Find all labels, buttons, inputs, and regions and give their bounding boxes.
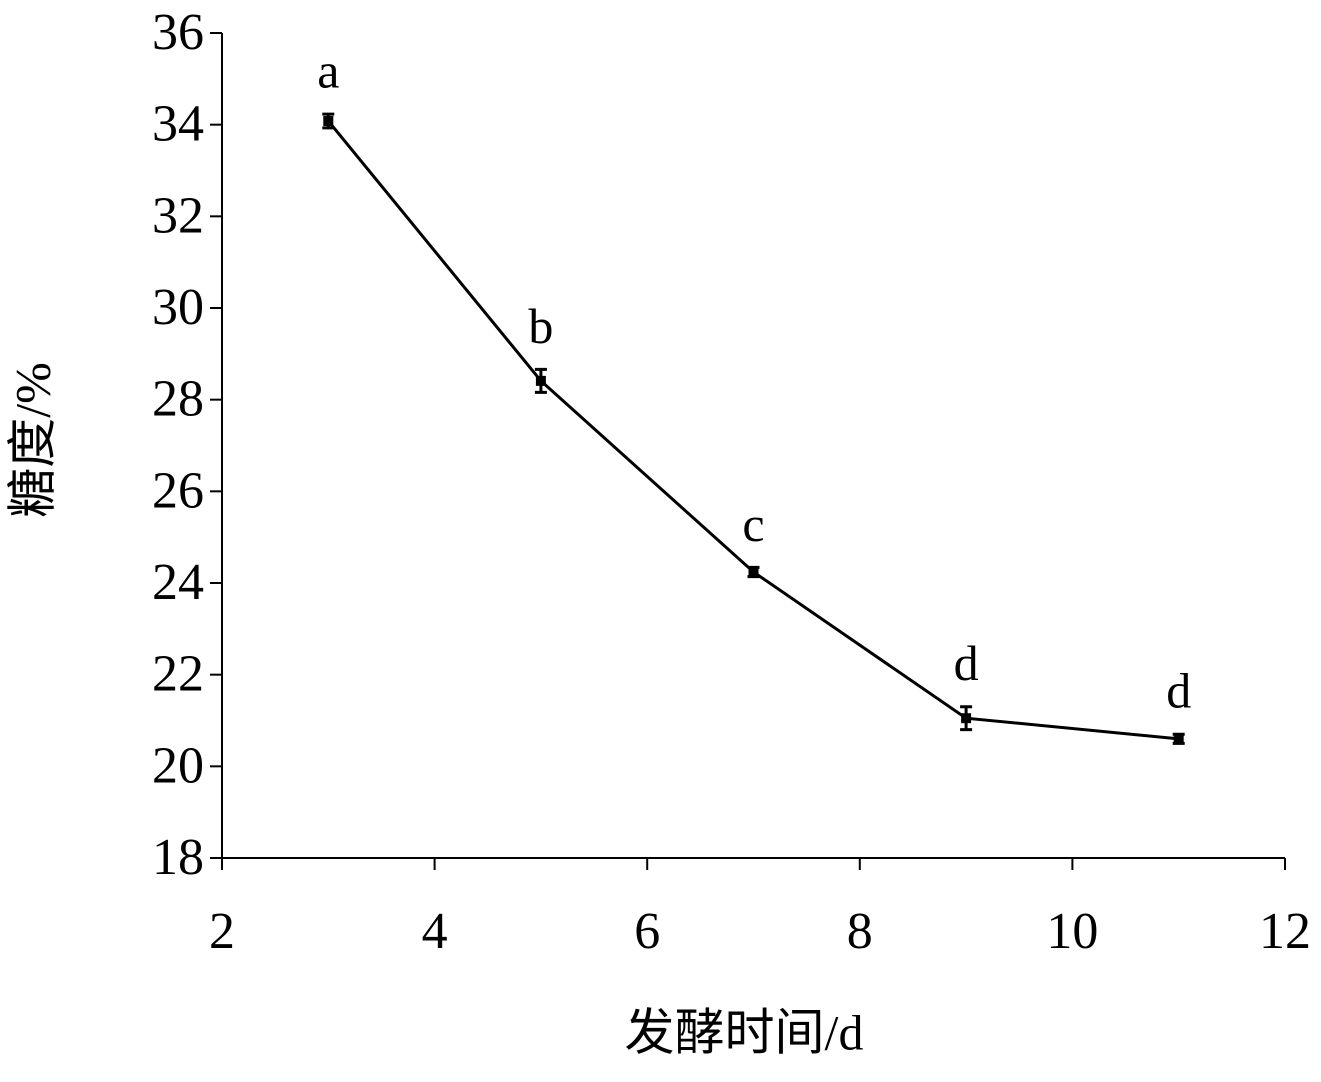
y-tick-label: 36 bbox=[152, 4, 204, 61]
point bbox=[535, 375, 546, 386]
line bbox=[327, 120, 1179, 741]
y-tick-label: 32 bbox=[152, 187, 204, 244]
point bbox=[1173, 733, 1184, 744]
y-tick-label: 22 bbox=[152, 646, 204, 703]
y-tick-label: 30 bbox=[152, 279, 204, 336]
x-tick-label: 8 bbox=[847, 903, 873, 960]
y-tick-label: 18 bbox=[152, 829, 204, 886]
x-tick-label: 10 bbox=[1046, 903, 1098, 960]
significance-letter: a bbox=[317, 43, 339, 99]
y-tick-label: 20 bbox=[152, 737, 204, 794]
significance-letter: d bbox=[1166, 663, 1191, 719]
x-tick-label: 6 bbox=[634, 903, 660, 960]
point bbox=[323, 116, 334, 126]
significance-letter: d bbox=[954, 635, 979, 691]
y-tick-label: 26 bbox=[152, 462, 204, 519]
y-tick-label: 24 bbox=[152, 554, 204, 611]
significance-letter: b bbox=[528, 298, 553, 354]
x-tick-label: 2 bbox=[209, 903, 235, 960]
point bbox=[961, 713, 972, 724]
x-tick-label: 12 bbox=[1259, 903, 1311, 960]
x-axis-title: 发酵时间/d bbox=[625, 1004, 864, 1060]
y-tick-label: 34 bbox=[152, 96, 204, 153]
x-tick-label: 4 bbox=[422, 903, 448, 960]
point bbox=[748, 567, 759, 577]
y-axis-title: 糖度/% bbox=[4, 362, 60, 518]
significance-letter: c bbox=[742, 496, 764, 552]
y-tick-label: 28 bbox=[152, 371, 204, 428]
